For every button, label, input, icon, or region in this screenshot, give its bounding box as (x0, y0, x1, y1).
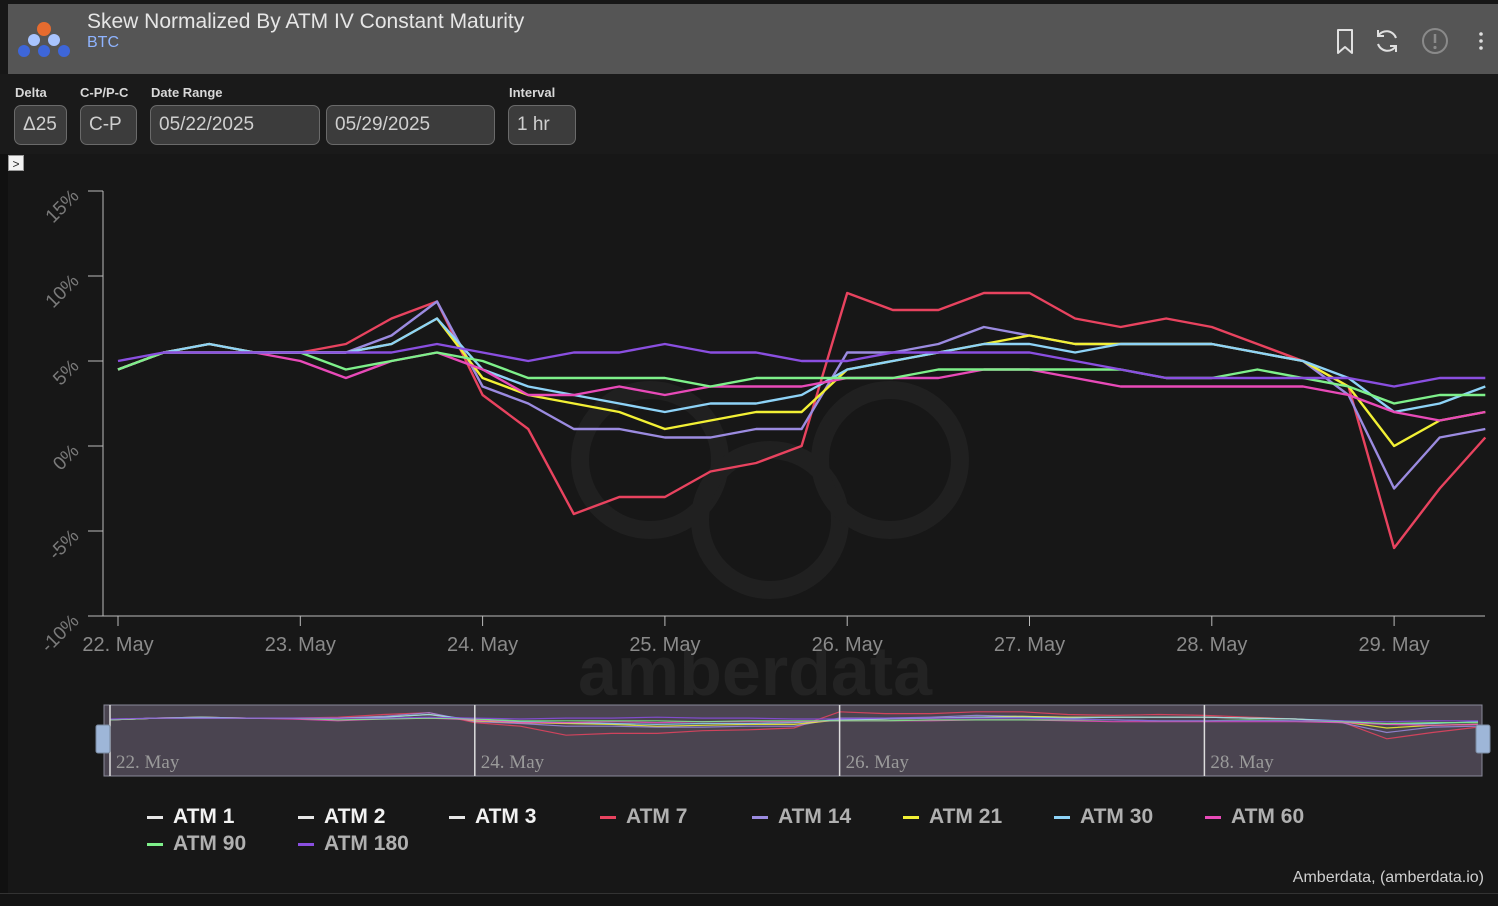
x-tick-label: 26. May (812, 634, 883, 656)
legend-item-atm-30[interactable]: ATM 30 (1054, 805, 1153, 829)
legend-swatch (298, 842, 314, 846)
controls-bar: Delta Δ25 C-P/P-C C-P Date Range 05/22/2… (0, 74, 1498, 154)
legend-item-atm-14[interactable]: ATM 14 (752, 805, 851, 829)
legend-swatch (449, 815, 465, 819)
start-date-input[interactable]: 05/22/2025 (150, 105, 320, 145)
delta-label: Delta (15, 85, 47, 100)
navigator-series-line (109, 711, 1479, 740)
interval-label: Interval (509, 85, 556, 100)
delta-select[interactable]: Δ25 (14, 105, 67, 145)
date-range-label: Date Range (151, 85, 223, 100)
legend-swatch (600, 815, 616, 819)
left-edge-strip (0, 74, 8, 894)
series-line-atm-30 (117, 317, 1486, 414)
navigator-label: 26. May (846, 752, 910, 773)
series-line-atm-60 (117, 351, 1486, 422)
legend-label: ATM 2 (324, 805, 386, 828)
legend-swatch (147, 815, 163, 819)
y-tick-label: 5% (49, 356, 83, 390)
legend-label: ATM 3 (475, 805, 537, 828)
asset-label: BTC (87, 34, 119, 51)
widget-header: Skew Normalized By ATM IV Constant Matur… (8, 4, 1498, 74)
legend-label: ATM 14 (778, 805, 852, 828)
info-alert-icon[interactable] (1420, 26, 1450, 56)
series-line-atm-180 (117, 342, 1486, 388)
legend-item-atm-1[interactable]: ATM 1 (147, 805, 234, 829)
y-tick-label: 10% (42, 271, 84, 313)
legend-label: ATM 180 (324, 832, 409, 855)
legend-swatch (1205, 815, 1221, 819)
legend-label: ATM 60 (1231, 805, 1305, 828)
expand-toggle-button[interactable]: > (8, 155, 24, 171)
cpc-label: C-P/P-C (80, 85, 129, 100)
legend-label: ATM 90 (173, 832, 247, 855)
watermark-text: amberdata (578, 632, 933, 710)
y-tick-label: -5% (45, 526, 84, 565)
x-tick-label: 25. May (629, 634, 700, 656)
interval-select[interactable]: 1 hr (508, 105, 576, 145)
navigator-series-line (109, 717, 1479, 726)
legend-item-atm-3[interactable]: ATM 3 (449, 805, 536, 829)
end-date-input[interactable]: 05/29/2025 (326, 105, 495, 145)
legend-label: ATM 30 (1080, 805, 1154, 828)
legend-swatch (1054, 815, 1070, 819)
navigator-handle-left[interactable] (95, 724, 111, 754)
legend-item-atm-21[interactable]: ATM 21 (903, 805, 1002, 829)
legend-item-atm-90[interactable]: ATM 90 (147, 832, 246, 856)
navigator-series-line (109, 716, 1478, 723)
legend-item-atm-7[interactable]: ATM 7 (600, 805, 687, 829)
legend-swatch (903, 815, 919, 819)
legend-item-atm-60[interactable]: ATM 60 (1205, 805, 1304, 829)
bottom-strip (0, 893, 1498, 906)
bookmark-icon[interactable] (1330, 26, 1360, 56)
refresh-icon[interactable] (1372, 26, 1402, 56)
legend-swatch (147, 842, 163, 846)
navigator-label: 22. May (116, 752, 180, 773)
y-tick-label: 15% (42, 186, 84, 228)
navigator-handle-right[interactable] (1475, 724, 1491, 754)
watermark-ring (811, 381, 969, 539)
navigator-label: 24. May (481, 752, 545, 773)
y-tick-label: 0% (49, 441, 83, 475)
series-line-atm-7 (117, 291, 1487, 550)
legend-item-atm-2[interactable]: ATM 2 (298, 805, 385, 829)
x-tick-label: 23. May (265, 634, 336, 656)
x-tick-label: 28. May (1176, 634, 1247, 656)
navigator-label: 28. May (1210, 752, 1274, 773)
series-line-atm-90 (117, 351, 1486, 405)
legend-swatch (752, 815, 768, 819)
legend-swatch (298, 815, 314, 819)
x-tick-label: 24. May (447, 634, 518, 656)
x-tick-label: 27. May (994, 634, 1065, 656)
skew-chart: amberdata -10% -5% 0% 5% 10% 15% 22. May 23. May… (37, 186, 1491, 777)
navigator-series-line (109, 717, 1478, 725)
legend-label: ATM 7 (626, 805, 688, 828)
x-tick-label: 29. May (1359, 634, 1430, 656)
more-options-icon[interactable] (1466, 26, 1496, 56)
amberdata-logo-icon (18, 22, 70, 57)
y-tick-label: -10% (37, 611, 83, 657)
legend-label: ATM 21 (929, 805, 1003, 828)
cpc-select[interactable]: C-P (80, 105, 137, 145)
legend-label: ATM 1 (173, 805, 235, 828)
legend-item-atm-180[interactable]: ATM 180 (298, 832, 409, 856)
navigator-window (103, 704, 1483, 777)
chart-credit: Amberdata, (amberdata.io) (1292, 869, 1484, 886)
widget-title: Skew Normalized By ATM IV Constant Matur… (87, 10, 525, 33)
x-tick-label: 22. May (82, 634, 153, 656)
